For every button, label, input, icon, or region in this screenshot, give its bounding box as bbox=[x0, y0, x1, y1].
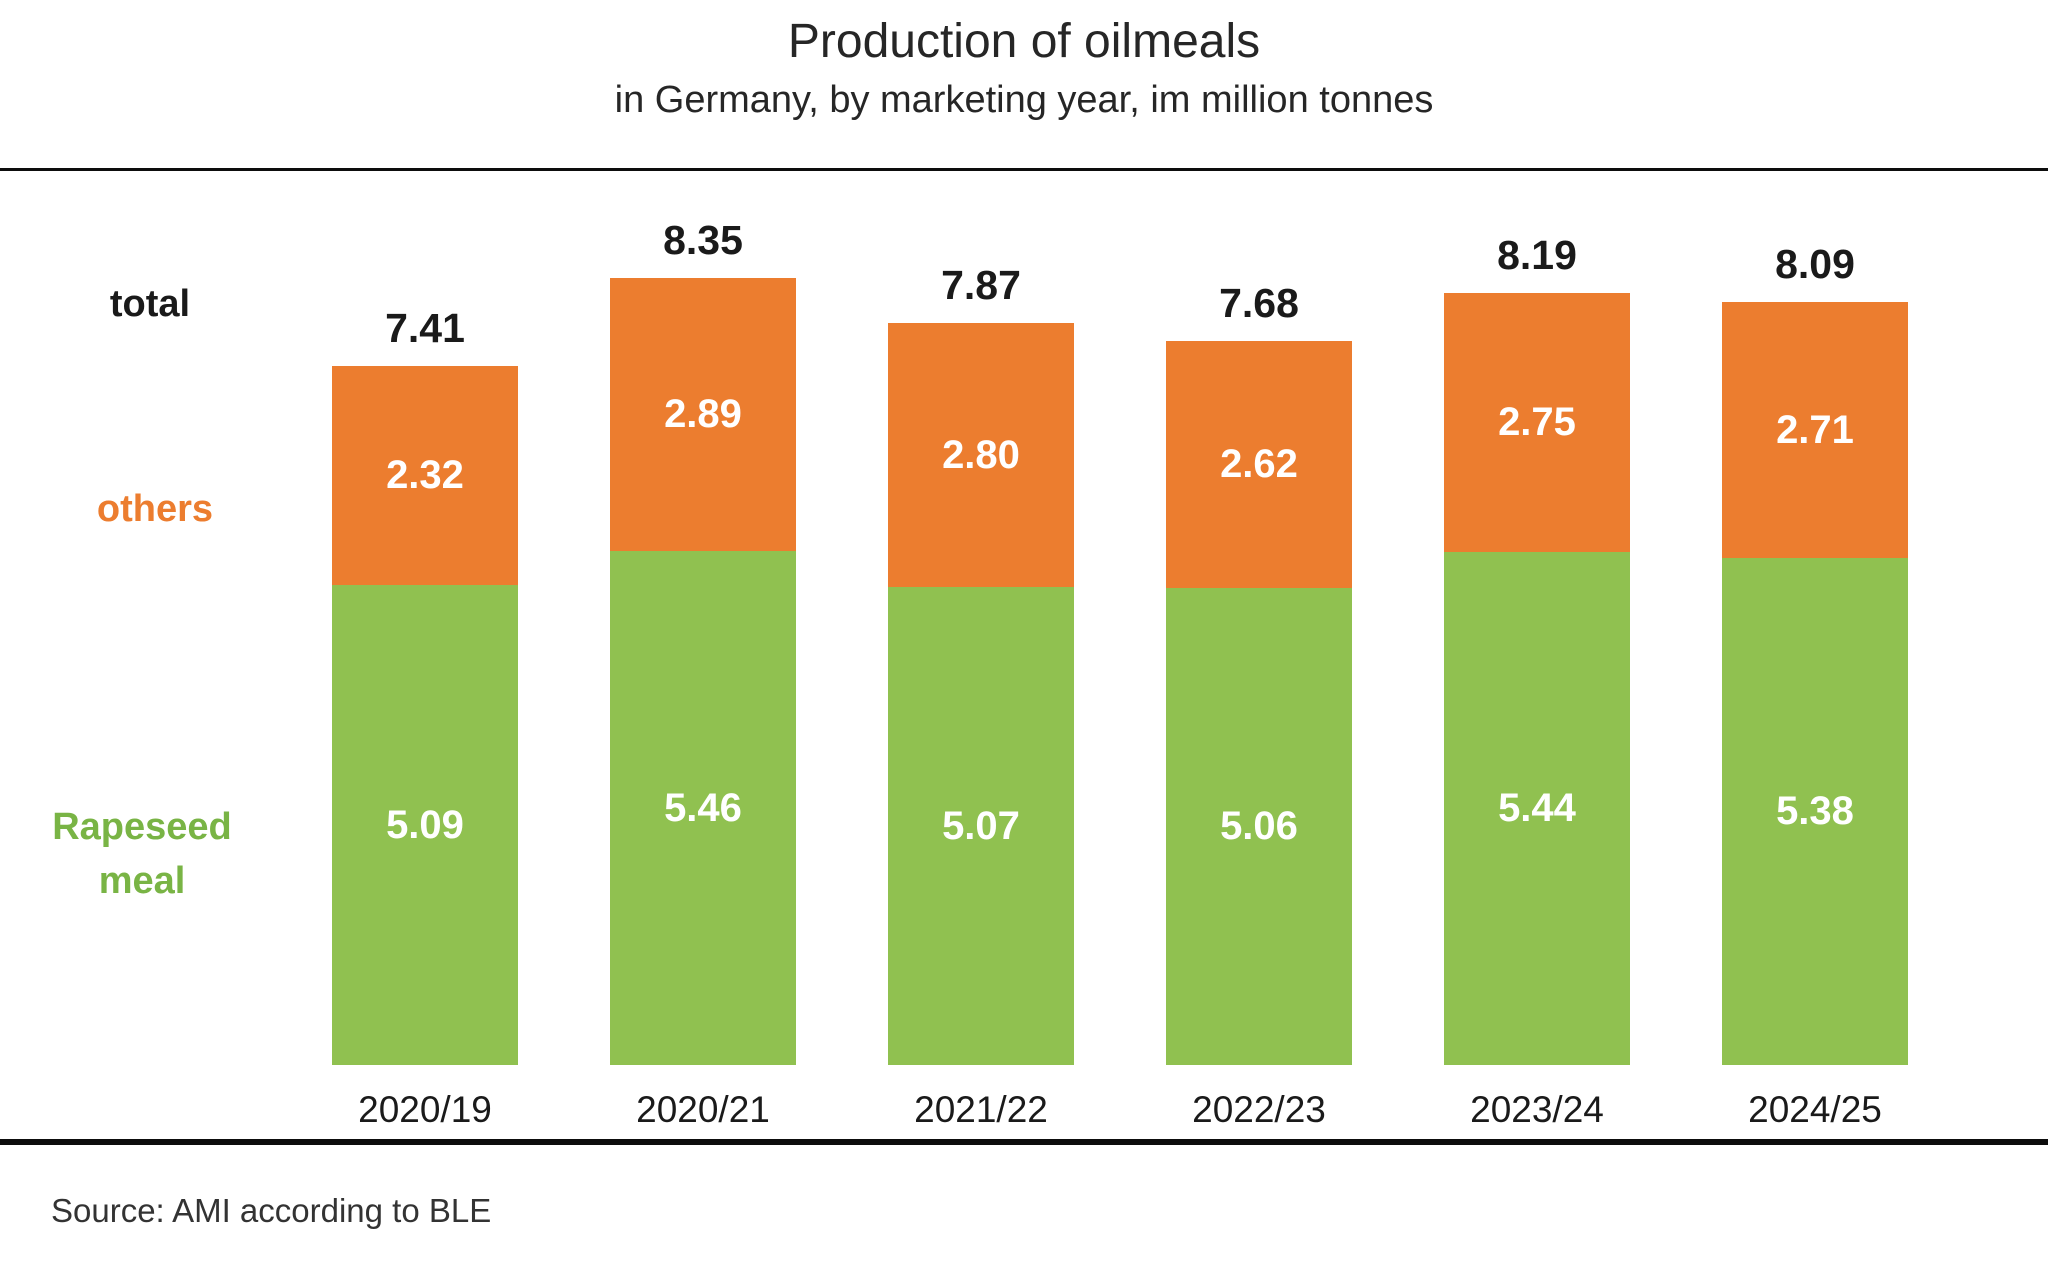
rapeseed-value-label: 5.44 bbox=[1498, 786, 1576, 830]
others-segment: 2.71 bbox=[1722, 302, 1908, 558]
others-segment: 2.75 bbox=[1444, 293, 1630, 552]
bar-group: 7.87 2.80 5.07 bbox=[888, 263, 1074, 1065]
others-value-label: 2.32 bbox=[386, 453, 464, 497]
total-value-label: 8.19 bbox=[1497, 232, 1577, 278]
others-segment: 2.80 bbox=[888, 323, 1074, 587]
others-value-label: 2.89 bbox=[664, 392, 742, 436]
legend-label-rapeseed-line2: meal bbox=[98, 860, 186, 902]
rapeseed-segment: 5.06 bbox=[1166, 588, 1352, 1065]
rapeseed-segment: 5.07 bbox=[888, 587, 1074, 1065]
others-segment: 2.89 bbox=[610, 278, 796, 551]
bar-group: 8.35 2.89 5.46 bbox=[610, 218, 796, 1065]
footer-divider-line bbox=[0, 1139, 2048, 1145]
bar-group: 8.19 2.75 5.44 bbox=[1444, 233, 1630, 1065]
total-value-label: 7.87 bbox=[941, 262, 1021, 308]
rapeseed-segment: 5.44 bbox=[1444, 552, 1630, 1065]
rapeseed-value-label: 5.06 bbox=[1220, 804, 1298, 848]
x-axis-label: 2020/21 bbox=[636, 1089, 770, 1130]
x-axis-label: 2023/24 bbox=[1470, 1089, 1604, 1130]
total-value-label: 8.35 bbox=[663, 217, 743, 263]
others-segment: 2.32 bbox=[332, 366, 518, 585]
rapeseed-segment: 5.46 bbox=[610, 551, 796, 1065]
x-axis-label: 2024/25 bbox=[1748, 1089, 1882, 1130]
legend-label-total: total bbox=[109, 283, 191, 325]
total-value-label: 8.09 bbox=[1775, 241, 1855, 287]
header-divider-line bbox=[0, 168, 2048, 171]
rapeseed-segment: 5.09 bbox=[332, 585, 518, 1065]
x-axis-label: 2020/19 bbox=[358, 1089, 492, 1130]
total-value-label: 7.41 bbox=[385, 305, 465, 351]
rapeseed-value-label: 5.38 bbox=[1776, 789, 1854, 833]
legend-label-rapeseed-meal: Rapeseed meal bbox=[32, 800, 252, 908]
total-value-label: 7.68 bbox=[1219, 280, 1299, 326]
rapeseed-value-label: 5.07 bbox=[942, 803, 1020, 848]
x-axis-label: 2021/22 bbox=[914, 1089, 1048, 1130]
bar-group: 7.68 2.62 5.06 bbox=[1166, 281, 1352, 1065]
rapeseed-segment: 5.38 bbox=[1722, 558, 1908, 1065]
x-axis-label: 2022/23 bbox=[1192, 1089, 1326, 1130]
bar-group: 8.09 2.71 5.38 bbox=[1722, 242, 1908, 1065]
legend-label-others: others bbox=[96, 488, 214, 530]
others-value-label: 2.80 bbox=[942, 432, 1020, 477]
others-value-label: 2.62 bbox=[1220, 442, 1298, 486]
rapeseed-value-label: 5.46 bbox=[664, 785, 742, 830]
chart-title: Production of oilmeals bbox=[787, 15, 1261, 68]
rapeseed-value-label: 5.09 bbox=[386, 802, 464, 847]
others-segment: 2.62 bbox=[1166, 341, 1352, 588]
chart-subtitle: in Germany, by marketing year, im millio… bbox=[614, 79, 1434, 121]
source-note: Source: AMI according to BLE bbox=[51, 1192, 492, 1229]
bar-group: 7.41 2.32 5.09 bbox=[332, 306, 518, 1065]
others-value-label: 2.75 bbox=[1498, 400, 1576, 444]
others-value-label: 2.71 bbox=[1776, 407, 1854, 452]
legend-label-rapeseed-line1: Rapeseed bbox=[52, 806, 232, 848]
